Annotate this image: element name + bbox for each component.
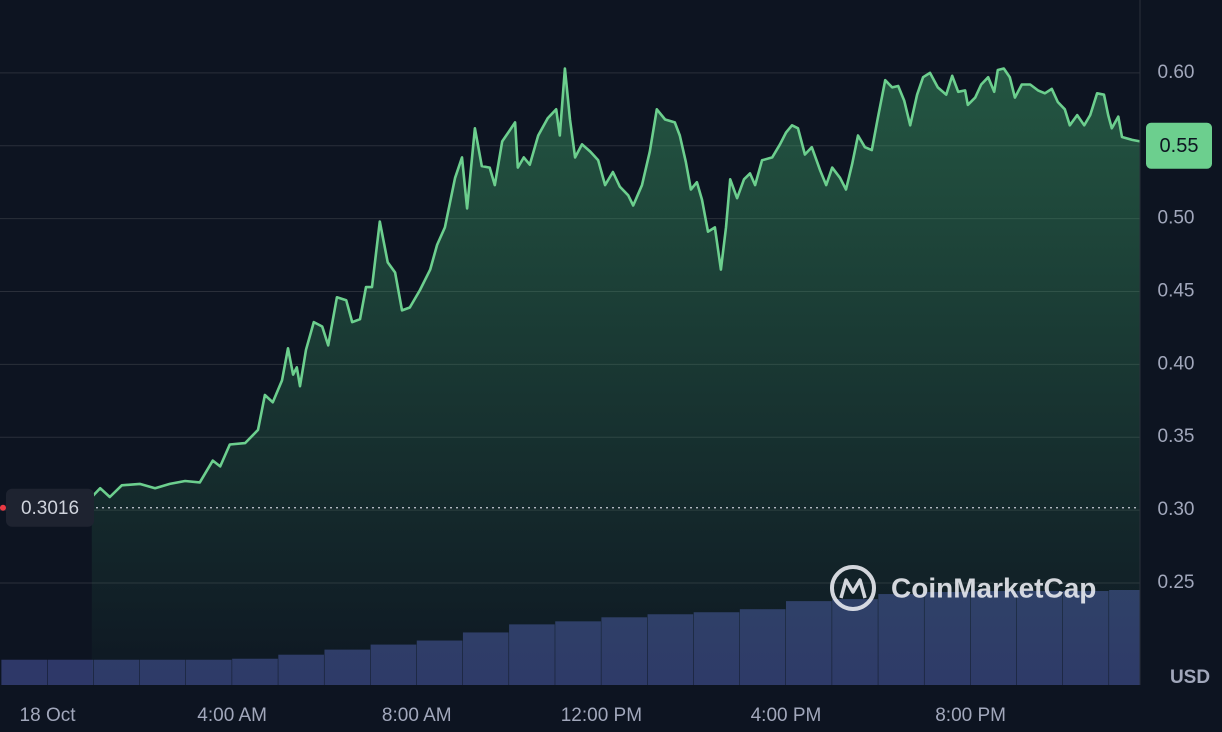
current-price-label: 0.55 bbox=[1160, 135, 1199, 157]
y-tick-label: 0.25 bbox=[1158, 572, 1195, 593]
x-tick-label: 8:00 PM bbox=[935, 705, 1006, 726]
watermark-logo-m bbox=[839, 578, 867, 599]
y-tick-label: 0.50 bbox=[1158, 208, 1195, 229]
y-tick-label: 0.60 bbox=[1158, 62, 1195, 83]
x-tick-label: 8:00 AM bbox=[382, 705, 452, 726]
x-tick-label: 18 Oct bbox=[20, 705, 77, 726]
price-plot bbox=[90, 67, 1141, 685]
y-tick-label: 0.35 bbox=[1158, 426, 1195, 447]
price-line bbox=[90, 67, 1141, 499]
x-tick-label: 4:00 AM bbox=[197, 705, 267, 726]
volume-bar bbox=[47, 659, 94, 685]
y-tick-label: 0.45 bbox=[1158, 281, 1195, 302]
y-tick-label: 0.30 bbox=[1158, 499, 1195, 520]
x-tick-label: 4:00 PM bbox=[751, 705, 822, 726]
price-area bbox=[91, 68, 1140, 685]
watermark-logo bbox=[830, 565, 876, 611]
open-price-label: 0.3016 bbox=[21, 498, 79, 519]
currency-label: USD bbox=[1170, 667, 1210, 688]
watermark-text: CoinMarketCap bbox=[891, 572, 1096, 603]
open-price-badge bbox=[6, 488, 94, 527]
current-price-badge bbox=[1146, 122, 1212, 169]
x-tick-label: 12:00 PM bbox=[561, 705, 642, 726]
volume-bar bbox=[1, 659, 48, 685]
watermark: CoinMarketCap bbox=[830, 565, 1096, 611]
y-tick-label: 0.40 bbox=[1158, 353, 1195, 374]
open-marker bbox=[0, 504, 6, 511]
